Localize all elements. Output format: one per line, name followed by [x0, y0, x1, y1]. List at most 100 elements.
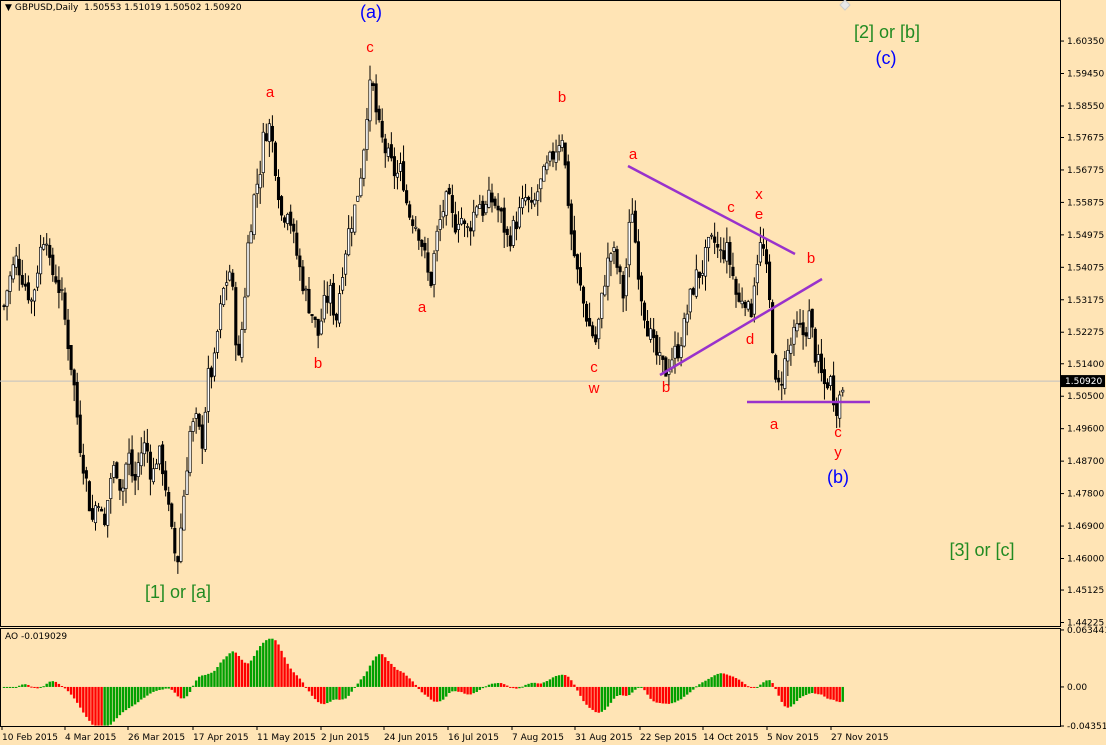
ao-bar — [506, 685, 509, 687]
ao-bar — [542, 682, 546, 687]
price-tick-label: 1.55875 — [1067, 198, 1104, 208]
wave-label: d — [746, 331, 754, 348]
date-tick-label: 10 Feb 2015 — [2, 733, 58, 743]
candle-body — [267, 123, 271, 142]
candle-body — [645, 320, 650, 337]
ao-bar — [438, 686, 442, 702]
ao-bar — [39, 686, 42, 688]
ao-bar — [198, 676, 201, 687]
ao-bar — [484, 686, 488, 688]
candle-body — [758, 242, 762, 263]
ao-bar — [490, 683, 494, 687]
candle-body — [215, 331, 220, 353]
candle-body — [151, 468, 156, 483]
ao-bar — [451, 686, 454, 692]
candle-body — [273, 142, 278, 176]
ao-bar — [832, 686, 835, 700]
ao-bar — [115, 686, 119, 719]
wave-label: x — [755, 186, 763, 203]
candle-body — [289, 211, 293, 226]
candle-body — [35, 272, 40, 288]
candle-body — [185, 470, 189, 495]
candle-body — [676, 344, 680, 359]
price-tick-label: 1.57675 — [1067, 134, 1104, 144]
ao-bar — [432, 686, 436, 702]
ao-bar — [265, 640, 268, 687]
trendline[interactable] — [627, 164, 796, 256]
ao-bar — [316, 686, 320, 703]
ao-bar — [521, 686, 524, 688]
ao-bar — [152, 686, 155, 692]
candle-body — [703, 247, 708, 277]
ao-bar — [249, 660, 253, 687]
ao-bar — [667, 686, 671, 704]
candle-body — [807, 310, 811, 339]
candle-body — [48, 245, 52, 258]
candle-body — [182, 495, 186, 531]
ao-bar — [798, 686, 802, 698]
ao-bar — [777, 686, 780, 696]
ao-bar — [567, 676, 570, 687]
candle-body — [45, 243, 49, 246]
ao-tick-label: -0.043517 — [1067, 722, 1106, 732]
candle-body — [295, 232, 299, 256]
ao-bar — [740, 681, 744, 687]
ao-bar — [246, 663, 250, 687]
ao-bar — [716, 673, 719, 687]
ao-bar — [548, 679, 552, 687]
ao-bar — [88, 686, 91, 721]
trendline[interactable] — [659, 277, 823, 377]
ao-bar — [137, 686, 140, 703]
candle-body — [209, 367, 213, 378]
candle-body — [459, 218, 464, 225]
triangle-down-icon[interactable]: ▼ — [5, 3, 12, 13]
candle-body — [548, 151, 552, 162]
ao-bar — [503, 684, 506, 687]
ao-bar — [158, 686, 161, 690]
candle-body — [106, 500, 110, 526]
ao-bar — [801, 686, 805, 697]
candle-body — [627, 221, 631, 266]
candle-body — [145, 442, 149, 452]
ao-bar — [326, 686, 329, 704]
price-tick-label: 1.44225 — [1067, 618, 1104, 628]
ao-bar — [21, 684, 24, 687]
wave-label: b — [662, 379, 670, 396]
candle-body — [359, 177, 363, 197]
candle-body — [154, 463, 159, 469]
indicator-name: AO — [5, 632, 19, 642]
ao-bar — [835, 686, 838, 702]
ao-bar — [478, 686, 481, 690]
ao-bar — [384, 657, 387, 687]
candle-body — [490, 192, 494, 203]
ao-bar — [304, 686, 308, 688]
candle-body — [710, 234, 714, 237]
candle-body — [368, 79, 372, 122]
wave-label: c — [727, 199, 735, 216]
wave-label: a — [418, 299, 427, 316]
candle-body — [539, 178, 543, 190]
candle-body — [14, 255, 18, 268]
candle-body — [377, 108, 381, 121]
candle-body — [450, 195, 454, 213]
candle-body — [78, 414, 82, 454]
candle-body — [523, 197, 528, 202]
candle-body — [325, 295, 329, 303]
candle-body — [764, 249, 769, 265]
candle-body — [161, 444, 165, 475]
candle-body — [633, 210, 637, 243]
ao-bar — [795, 686, 799, 701]
candle-body — [417, 229, 421, 241]
candle-body — [222, 287, 226, 305]
candle-body — [350, 228, 354, 233]
wave-label: c — [590, 359, 598, 376]
ao-bar — [652, 686, 655, 702]
candle-body — [511, 220, 515, 246]
ao-bar — [557, 675, 561, 687]
candle-body — [90, 508, 95, 520]
candle-body — [466, 226, 470, 228]
candle-body — [569, 203, 573, 235]
ao-bar — [792, 686, 796, 705]
